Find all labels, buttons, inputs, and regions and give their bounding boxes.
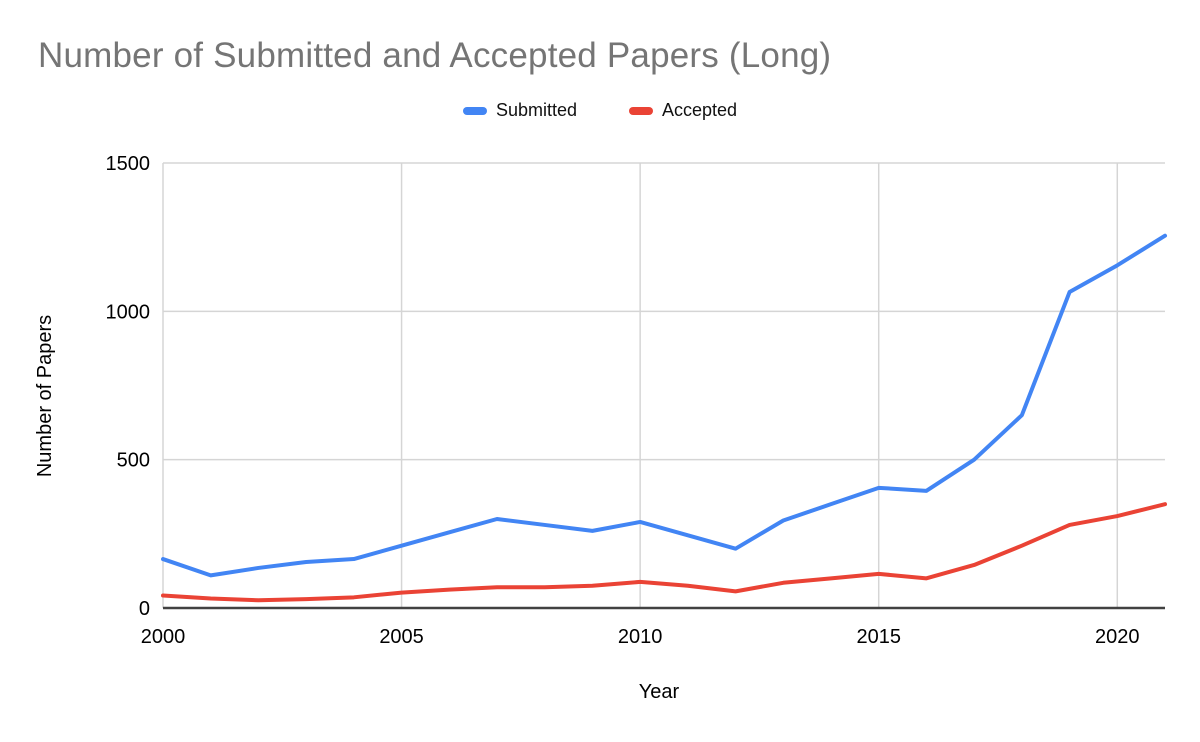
y-axis-tick-label: 0 bbox=[139, 598, 150, 620]
legend-label-submitted: Submitted bbox=[495, 100, 577, 120]
accepted-series-swatch-icon bbox=[628, 106, 653, 115]
x-axis-title: Year bbox=[639, 681, 680, 703]
chart-legend: Submitted Accepted bbox=[0, 100, 1200, 121]
x-axis-tick-label: 2005 bbox=[379, 626, 424, 648]
submitted-series-swatch-icon bbox=[462, 106, 487, 115]
x-axis-tick-label: 2000 bbox=[141, 626, 186, 648]
y-axis-tick-label: 1500 bbox=[106, 153, 151, 175]
legend-label-accepted: Accepted bbox=[661, 100, 738, 120]
x-axis-tick-label: 2010 bbox=[618, 626, 663, 648]
y-axis-tick-label: 1000 bbox=[106, 301, 151, 323]
x-axis-tick-label: 2015 bbox=[856, 626, 901, 648]
legend-item-accepted: Accepted bbox=[628, 100, 738, 121]
accepted-series-line bbox=[161, 502, 1167, 603]
y-axis-tick-label: 500 bbox=[117, 450, 150, 472]
submitted-series-line bbox=[161, 233, 1167, 578]
x-axis-tick-label: 2020 bbox=[1095, 626, 1140, 648]
legend-item-submitted: Submitted bbox=[462, 100, 577, 121]
chart-title: Number of Submitted and Accepted Papers … bbox=[38, 36, 832, 75]
y-axis-title: Number of Papers bbox=[34, 315, 56, 477]
